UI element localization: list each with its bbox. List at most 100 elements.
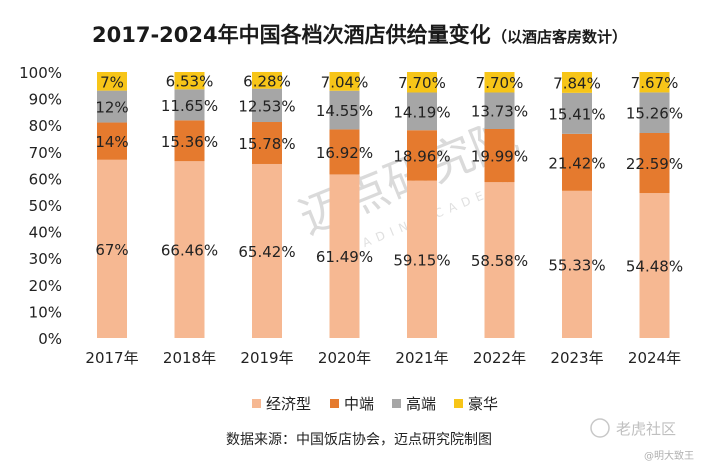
y-tick-label: 80%	[29, 117, 62, 135]
bar-segment-1	[484, 182, 515, 338]
legend-swatch	[454, 399, 463, 408]
bar-segment-2	[174, 120, 205, 162]
data-label: 7.70%	[398, 74, 446, 92]
source-note: 数据来源：中国饭店协会，迈点研究院制图	[226, 432, 492, 448]
data-label: 66.46%	[161, 242, 218, 260]
data-label: 19.99%	[471, 148, 528, 166]
legend-label: 经济型	[266, 395, 311, 413]
bars: 67% 14% 12% 7% 66.46% 15.36% 11.65% 6.53% 65.42%…	[95, 71, 683, 338]
y-tick-label: 90%	[29, 91, 62, 109]
bar-segment-1	[252, 163, 282, 338]
bar-segment-4	[329, 72, 360, 91]
y-tick-label: 20%	[29, 277, 62, 295]
bar-segment-1	[174, 161, 205, 338]
data-label: 15.41%	[548, 105, 605, 123]
bar-segment-3	[174, 89, 205, 121]
x-axis: 2017年 2018年 2019年 2020年 2021年 2022年 2023年 2024年	[85, 349, 681, 367]
data-label: 21.42%	[548, 154, 605, 172]
bar-segment-3	[97, 90, 127, 123]
data-label: 22.59%	[626, 155, 683, 173]
y-tick-label: 10%	[29, 303, 62, 321]
x-tick-label: 2017年	[85, 349, 138, 367]
corner-logo-text: 老虎社区	[616, 420, 676, 438]
legend: 经济型 中端 高端 豪华	[252, 395, 498, 413]
bar-segment-3	[484, 92, 515, 130]
data-label: 14.19%	[393, 103, 450, 121]
data-label: 7%	[100, 73, 124, 91]
bar-segment-4	[407, 72, 437, 93]
bar-segment-4	[174, 72, 205, 90]
data-label: 12.53%	[238, 97, 295, 115]
corner-logo: 老虎社区 @明大致王	[590, 418, 694, 462]
bar-segment-1	[97, 159, 127, 338]
y-tick-label: 30%	[29, 250, 62, 268]
x-tick-label: 2024年	[628, 349, 681, 367]
bar-segment-1	[329, 174, 360, 338]
bar-segment-1	[639, 193, 670, 338]
y-tick-label: 0%	[38, 330, 62, 348]
y-axis: 0% 10% 20% 30% 40% 50% 60% 70% 80% 90% 100%	[19, 64, 62, 348]
x-tick-label: 2018年	[163, 349, 216, 367]
data-label: 15.36%	[161, 133, 218, 151]
data-label: 15.26%	[626, 105, 683, 123]
legend-swatch	[330, 399, 339, 408]
data-label: 55.33%	[548, 256, 605, 274]
bar-segment-4	[562, 72, 592, 93]
chart-subtitle: （以酒店客房数计）	[492, 28, 627, 46]
bar-segment-2	[97, 122, 127, 160]
bar-segment-4	[97, 72, 127, 91]
data-label: 67%	[95, 241, 128, 259]
bar-segment-1	[407, 180, 437, 338]
bar-segment-2	[329, 129, 360, 175]
x-tick-label: 2019年	[240, 349, 293, 367]
y-tick-label: 60%	[29, 170, 62, 188]
tiger-logo-icon	[590, 418, 610, 438]
data-label: 59.15%	[393, 251, 450, 269]
bar-segment-4	[484, 72, 515, 93]
bar-segment-2	[484, 129, 515, 183]
y-tick-label: 50%	[29, 197, 62, 215]
bar-segment-3	[252, 88, 282, 123]
bar-segment-2	[252, 122, 282, 164]
data-label: 7.04%	[321, 73, 369, 91]
data-label: 13.73%	[471, 103, 528, 121]
data-label: 11.65%	[161, 97, 218, 115]
bar-segment-3	[407, 92, 437, 131]
x-tick-label: 2021年	[395, 349, 448, 367]
data-label: 7.70%	[476, 74, 524, 92]
bar-segment-4	[252, 71, 282, 89]
bar-segment-3	[639, 92, 670, 133]
bar-segment-2	[639, 132, 670, 194]
data-label: 58.58%	[471, 252, 528, 270]
bar-segment-4	[639, 72, 670, 93]
data-label: 7.84%	[553, 74, 601, 92]
bar-segment-3	[329, 90, 360, 130]
data-label: 6.28%	[243, 72, 291, 90]
legend-swatch	[252, 399, 261, 408]
data-label: 61.49%	[316, 248, 373, 266]
data-label: 65.42%	[238, 243, 295, 261]
data-label: 54.48%	[626, 258, 683, 276]
chart-title: 2017-2024年中国各档次酒店供给量变化	[92, 23, 491, 47]
legend-label: 中端	[344, 395, 374, 413]
bar-segment-2	[562, 133, 592, 191]
legend-label: 豪华	[468, 395, 498, 413]
data-label: 7.67%	[631, 74, 679, 92]
data-label: 14.55%	[316, 102, 373, 120]
bar-segment-3	[562, 92, 592, 134]
data-label: 16.92%	[316, 144, 373, 162]
x-tick-label: 2020年	[318, 349, 371, 367]
bar-segment-2	[407, 130, 437, 181]
bar-segment-1	[562, 190, 592, 338]
data-label: 6.53%	[166, 73, 214, 91]
x-tick-label: 2022年	[473, 349, 526, 367]
data-label: 12%	[95, 99, 128, 117]
x-tick-label: 2023年	[550, 349, 603, 367]
corner-credit-text: @明大致王	[644, 449, 694, 462]
y-tick-label: 100%	[19, 64, 62, 82]
y-tick-label: 70%	[29, 144, 62, 162]
data-label: 18.96%	[393, 147, 450, 165]
data-label: 15.78%	[238, 135, 295, 153]
legend-swatch	[392, 399, 401, 408]
